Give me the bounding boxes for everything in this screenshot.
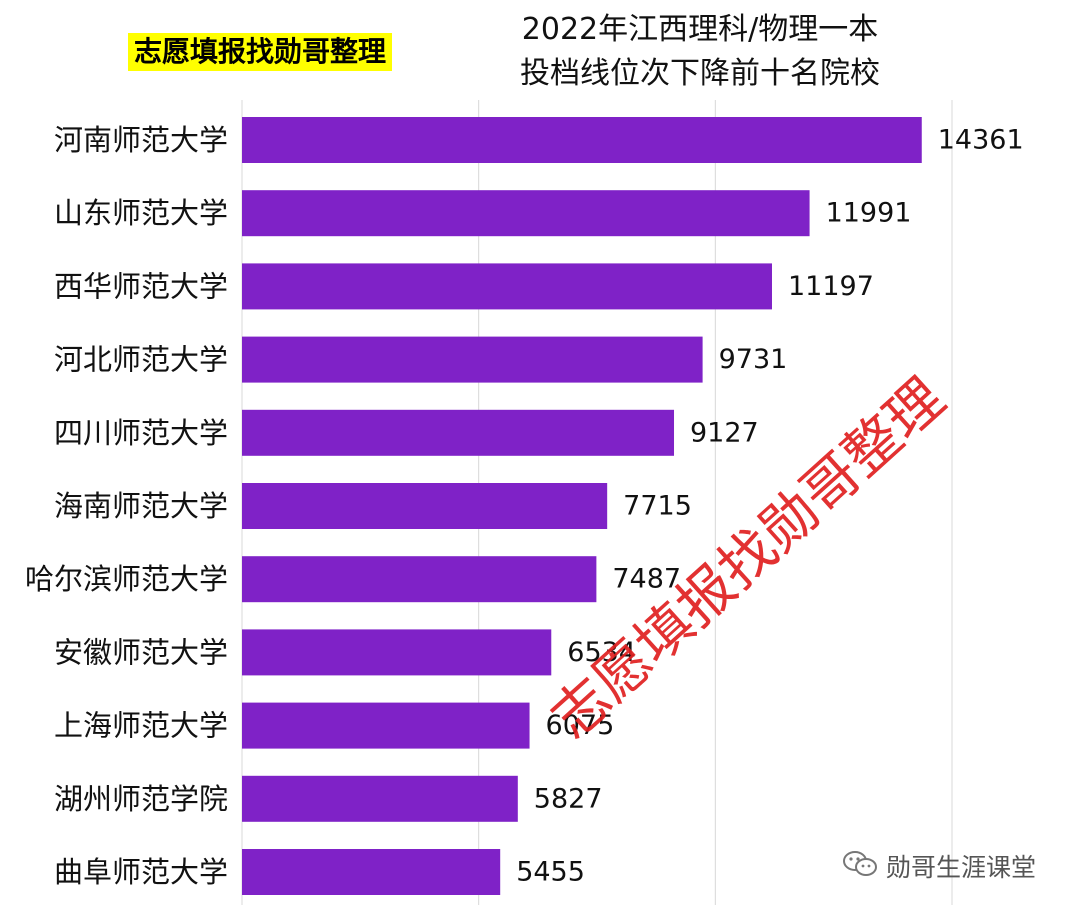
category-label: 海南师范大学 bbox=[54, 489, 228, 523]
category-label: 四川师范大学 bbox=[54, 416, 228, 450]
value-label: 11197 bbox=[788, 271, 874, 302]
category-labels: 河南师范大学山东师范大学西华师范大学河北师范大学四川师范大学海南师范大学哈尔滨师… bbox=[25, 123, 228, 889]
value-label: 9127 bbox=[690, 417, 759, 448]
category-label: 河北师范大学 bbox=[54, 343, 228, 377]
bar bbox=[242, 117, 922, 163]
brand-watermark: 勋哥生涯课堂 bbox=[842, 848, 1036, 884]
category-label: 西华师范大学 bbox=[54, 269, 228, 303]
value-label: 6534 bbox=[567, 637, 636, 668]
value-label: 7715 bbox=[623, 491, 692, 522]
brand-name: 勋哥生涯课堂 bbox=[886, 853, 1037, 882]
bar bbox=[242, 702, 530, 749]
bar bbox=[242, 629, 552, 676]
category-label: 河南师范大学 bbox=[54, 123, 228, 157]
bar bbox=[242, 336, 703, 383]
value-label: 11991 bbox=[826, 198, 912, 229]
bars bbox=[242, 117, 922, 895]
bar bbox=[242, 483, 608, 529]
category-label: 安徽师范大学 bbox=[54, 635, 228, 669]
bar bbox=[242, 849, 501, 895]
value-labels: 14361 11991 11197 9731 9127 7715 7487 6534 6075 5… bbox=[516, 125, 1023, 888]
value-label: 7487 bbox=[612, 564, 681, 595]
chart-title-line2: 投档线位次下降前十名院校 bbox=[520, 56, 880, 91]
author-tag: 志愿填报找勋哥整理 bbox=[128, 33, 393, 71]
category-label: 上海师范大学 bbox=[54, 709, 228, 743]
bar bbox=[242, 775, 518, 822]
value-label: 14361 bbox=[938, 125, 1024, 156]
bar bbox=[242, 556, 597, 603]
bar bbox=[242, 190, 810, 237]
category-label: 哈尔滨师范大学 bbox=[25, 562, 228, 596]
value-label: 6075 bbox=[546, 710, 615, 741]
bar bbox=[242, 409, 675, 456]
value-label: 5455 bbox=[516, 857, 585, 888]
category-label: 曲阜师范大学 bbox=[54, 855, 228, 889]
chart-title-line1: 2022年江西理科/物理一本 bbox=[521, 12, 879, 47]
category-label: 山东师范大学 bbox=[54, 196, 228, 230]
bar bbox=[242, 263, 772, 310]
value-label: 9731 bbox=[719, 344, 788, 375]
chart-title: 2022年江西理科/物理一本 投档线位次下降前十名院校 bbox=[440, 8, 960, 96]
value-label: 5827 bbox=[534, 783, 603, 814]
wechat-icon bbox=[842, 849, 878, 883]
category-label: 湖州师范学院 bbox=[54, 782, 228, 816]
